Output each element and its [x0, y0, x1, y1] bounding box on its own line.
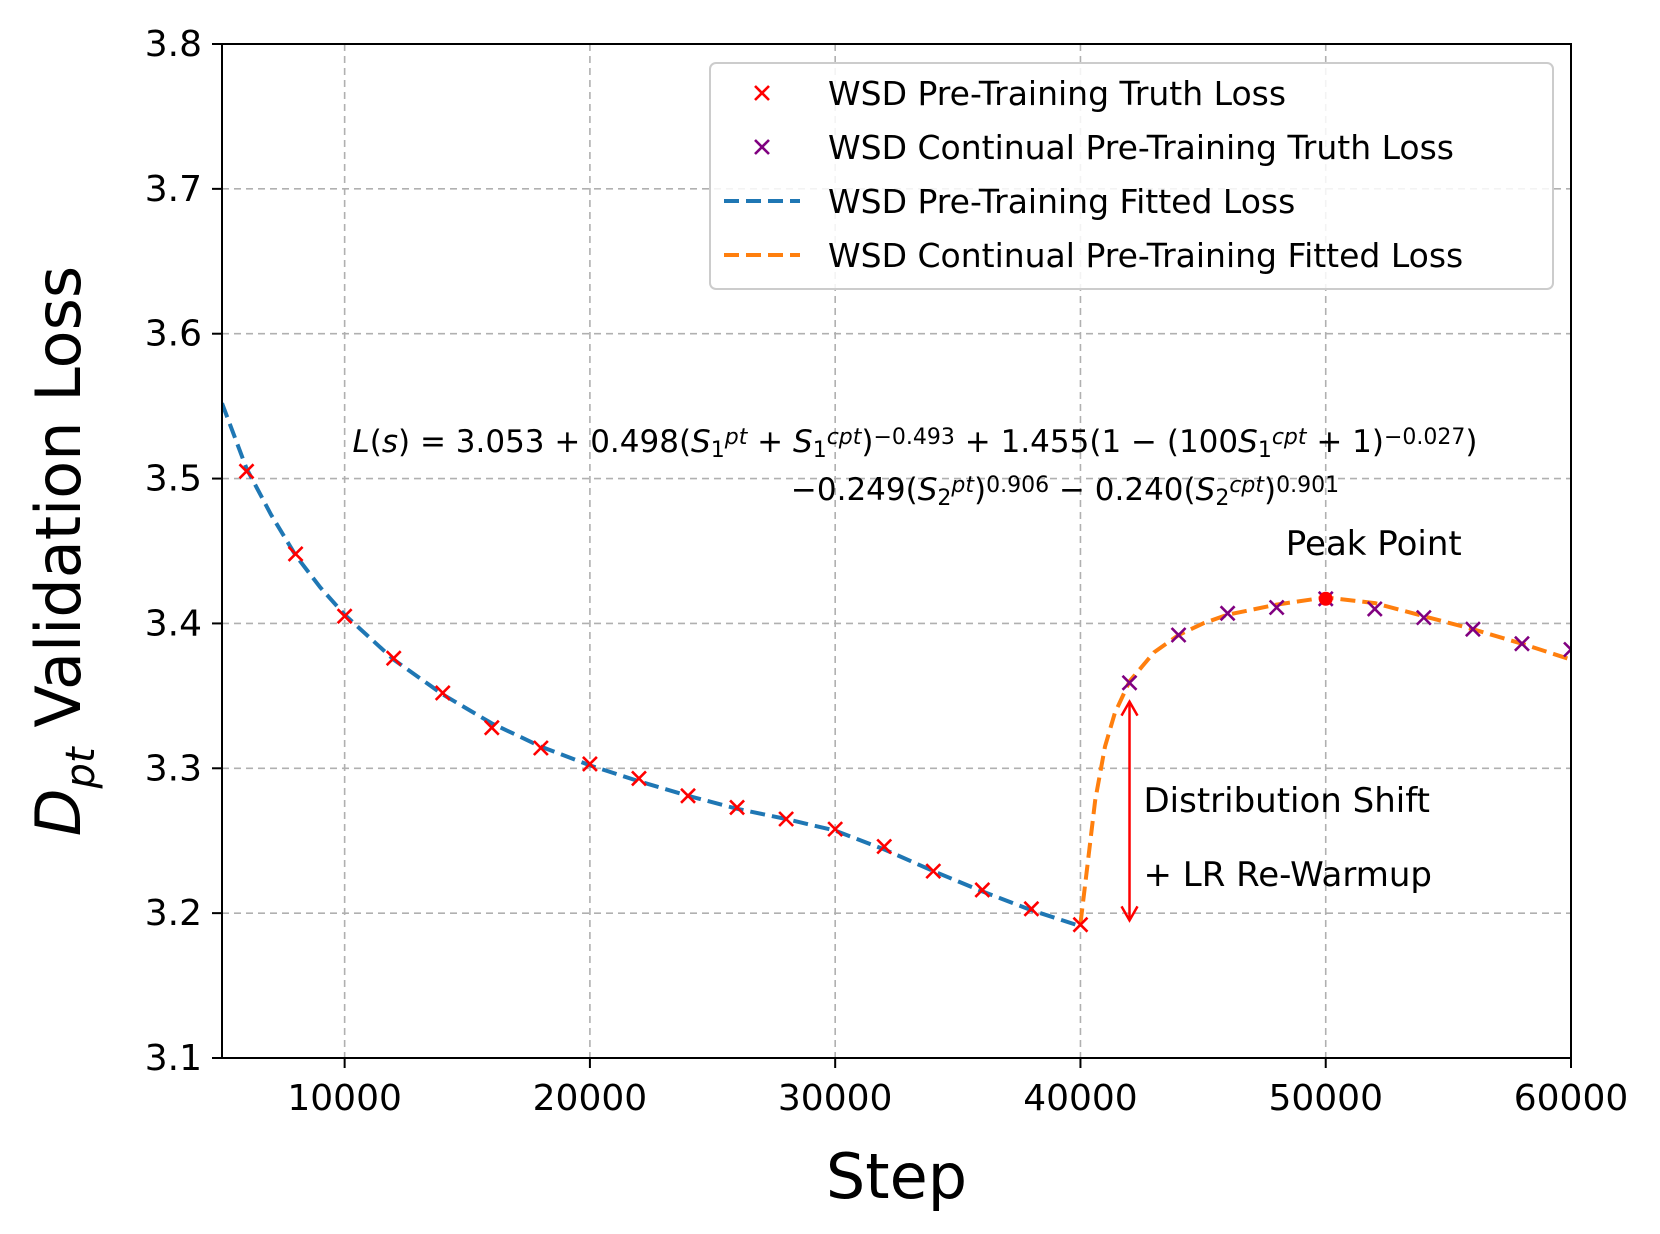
- data-point: [385, 650, 402, 667]
- legend-swatch: [754, 139, 770, 155]
- data-point: [1170, 627, 1187, 643]
- legend: WSD Pre-Training Truth Loss WSD Continual…: [709, 62, 1554, 290]
- distribution-shift-arrow: [1120, 699, 1139, 923]
- y-tick-label: 3.2: [145, 893, 202, 934]
- x-tick-label: 60000: [1514, 1078, 1629, 1119]
- legend-item-wsd-continual-pre-training-truth-loss: WSD Continual Pre-Training Truth Loss: [754, 128, 1454, 167]
- formula-line-2: −0.249(S2pt)0.906 − 0.240(S2cpt)0.901: [791, 472, 1339, 511]
- legend-box: [709, 62, 1554, 290]
- y-axis-title: Dpt Validation Loss: [22, 266, 104, 836]
- data-point: [778, 811, 795, 827]
- data-point: [1366, 601, 1383, 617]
- x-axis-title: Step: [826, 1140, 967, 1213]
- y-tick-label: 3.8: [145, 24, 202, 65]
- data-point: [1121, 674, 1138, 691]
- plot-frame: [221, 43, 1572, 1059]
- data-point: [434, 685, 451, 701]
- wsd-continual-pre-training-truth-loss-points: [1121, 590, 1571, 691]
- wsd-continual-pre-training-fitted-loss-line: [1078, 595, 1571, 924]
- data-point: [974, 882, 991, 898]
- annotations: L(s) = 3.053 + 0.498(S1pt + S1cpt)−0.493…: [352, 424, 1478, 923]
- y-tick-label: 3.6: [145, 314, 202, 355]
- peak-point-marker: [1318, 591, 1333, 606]
- data-point: [729, 799, 745, 816]
- y-tick-label: 3.3: [145, 748, 202, 789]
- distribution-shift-label: Distribution Shift: [1144, 781, 1430, 821]
- legend-swatch: [754, 85, 770, 101]
- peak-point-label: Peak Point: [1286, 524, 1462, 564]
- data-point: [1219, 605, 1236, 622]
- data-point: [1072, 916, 1089, 933]
- data-point: [287, 545, 304, 562]
- formula-line-1: L(s) = 3.053 + 0.498(S1pt + S1cpt)−0.493…: [352, 424, 1477, 463]
- legend-label: WSD Pre-Training Truth Loss: [828, 74, 1286, 113]
- lr-rewarmup-label: + LR Re-Warmup: [1144, 855, 1433, 895]
- data-point: [483, 719, 500, 736]
- x-tick-label: 40000: [1023, 1078, 1138, 1119]
- axes: 10000 20000 30000 40000 50000 60000 3.1 3.2 3.3 3…: [145, 24, 1629, 1119]
- legend-item-wsd-pre-training-truth-loss: WSD Pre-Training Truth Loss: [754, 74, 1286, 113]
- data-point: [581, 756, 598, 772]
- x-tick-label: 50000: [1268, 1078, 1383, 1119]
- plot-area: [222, 402, 1571, 933]
- data-point: [336, 608, 353, 625]
- data-point: [876, 838, 893, 855]
- y-tick-label: 3.5: [145, 459, 202, 500]
- x-tick-label: 10000: [287, 1078, 402, 1119]
- x-tick-label: 20000: [533, 1078, 648, 1119]
- data-point: [631, 770, 647, 787]
- legend-label: WSD Pre-Training Fitted Loss: [828, 182, 1295, 221]
- data-point: [827, 821, 844, 838]
- data-point: [1563, 641, 1571, 658]
- data-point: [680, 787, 696, 804]
- legend-label: WSD Continual Pre-Training Truth Loss: [828, 128, 1454, 167]
- legend-item-wsd-pre-training-fitted-loss: WSD Pre-Training Fitted Loss: [724, 182, 1295, 221]
- data-point: [1514, 635, 1530, 652]
- data-point: [1268, 599, 1285, 616]
- data-point: [1415, 609, 1432, 626]
- data-point: [1023, 900, 1040, 917]
- data-point: [1464, 621, 1481, 638]
- legend-label: WSD Continual Pre-Training Fitted Loss: [828, 236, 1463, 275]
- y-tick-label: 3.4: [145, 603, 202, 644]
- y-tick-label: 3.7: [145, 169, 202, 210]
- data-point: [238, 463, 255, 480]
- data-point: [532, 740, 549, 756]
- legend-item-wsd-continual-pre-training-fitted-loss: WSD Continual Pre-Training Fitted Loss: [724, 236, 1463, 275]
- x-tick-label: 30000: [778, 1078, 893, 1119]
- wsd-pre-training-truth-loss-points: [238, 463, 1089, 933]
- y-tick-label: 3.1: [145, 1038, 202, 1079]
- data-point: [925, 863, 942, 880]
